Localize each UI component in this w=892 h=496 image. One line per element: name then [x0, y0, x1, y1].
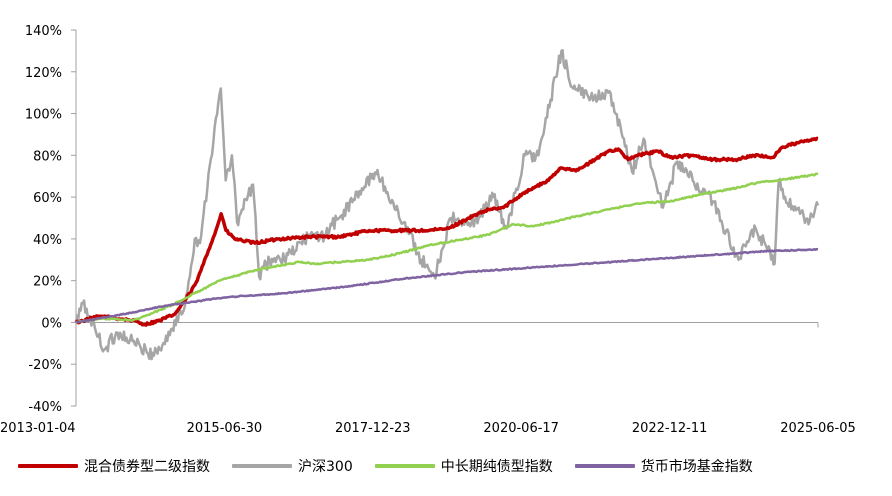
series-line-1	[74, 136, 819, 327]
legend-swatch	[18, 464, 78, 468]
x-tick-label: 2022-12-11	[632, 421, 708, 436]
legend-swatch	[232, 464, 292, 468]
series-line-4	[75, 247, 819, 324]
legend-label: 中长期纯债型指数	[440, 459, 553, 475]
legend-item: 沪深300	[232, 456, 353, 476]
axes	[71, 29, 819, 407]
legend-swatch	[574, 464, 635, 468]
y-tick-label: 60%	[33, 191, 62, 206]
legend-label: 混合债券型二级指数	[84, 459, 210, 475]
series-line-3	[75, 172, 819, 324]
y-tick-label: 20%	[33, 275, 62, 290]
y-tick-label: 80%	[33, 149, 62, 164]
y-tick-label: 40%	[33, 233, 62, 248]
y-tick-label: 140%	[25, 24, 62, 39]
x-tick-label: 2013-01-04	[0, 421, 76, 436]
legend-item: 中长期纯债型指数	[374, 456, 553, 476]
legend-item: 混合债券型二级指数	[18, 456, 210, 476]
x-tick-label: 2015-06-30	[187, 421, 263, 436]
legend-item: 货币市场基金指数	[574, 456, 753, 476]
x-tick-label: 2017-12-23	[335, 421, 411, 436]
tick-labels: 140% 120% 100% 80% 60% 40% 20% 0% -20% -40% 2013-0…	[0, 24, 856, 436]
y-tick-label: -20%	[28, 358, 62, 373]
x-tick-label: 2020-06-17	[483, 421, 559, 436]
legend-label: 货币市场基金指数	[640, 459, 753, 475]
y-tick-label: 100%	[25, 108, 62, 123]
legend-swatch	[374, 464, 435, 468]
legend-label: 沪深300	[298, 459, 353, 475]
series-layer	[74, 49, 820, 361]
series-line-2	[74, 49, 820, 361]
y-tick-label: 120%	[25, 66, 62, 81]
y-tick-label: -40%	[28, 400, 62, 415]
x-tick-label: 2025-06-05	[780, 421, 856, 436]
y-tick-label: 0%	[41, 316, 62, 331]
legend: 混合债券型二级指数 沪深300 中长期纯债型指数 货币市场基金指数	[18, 454, 878, 478]
